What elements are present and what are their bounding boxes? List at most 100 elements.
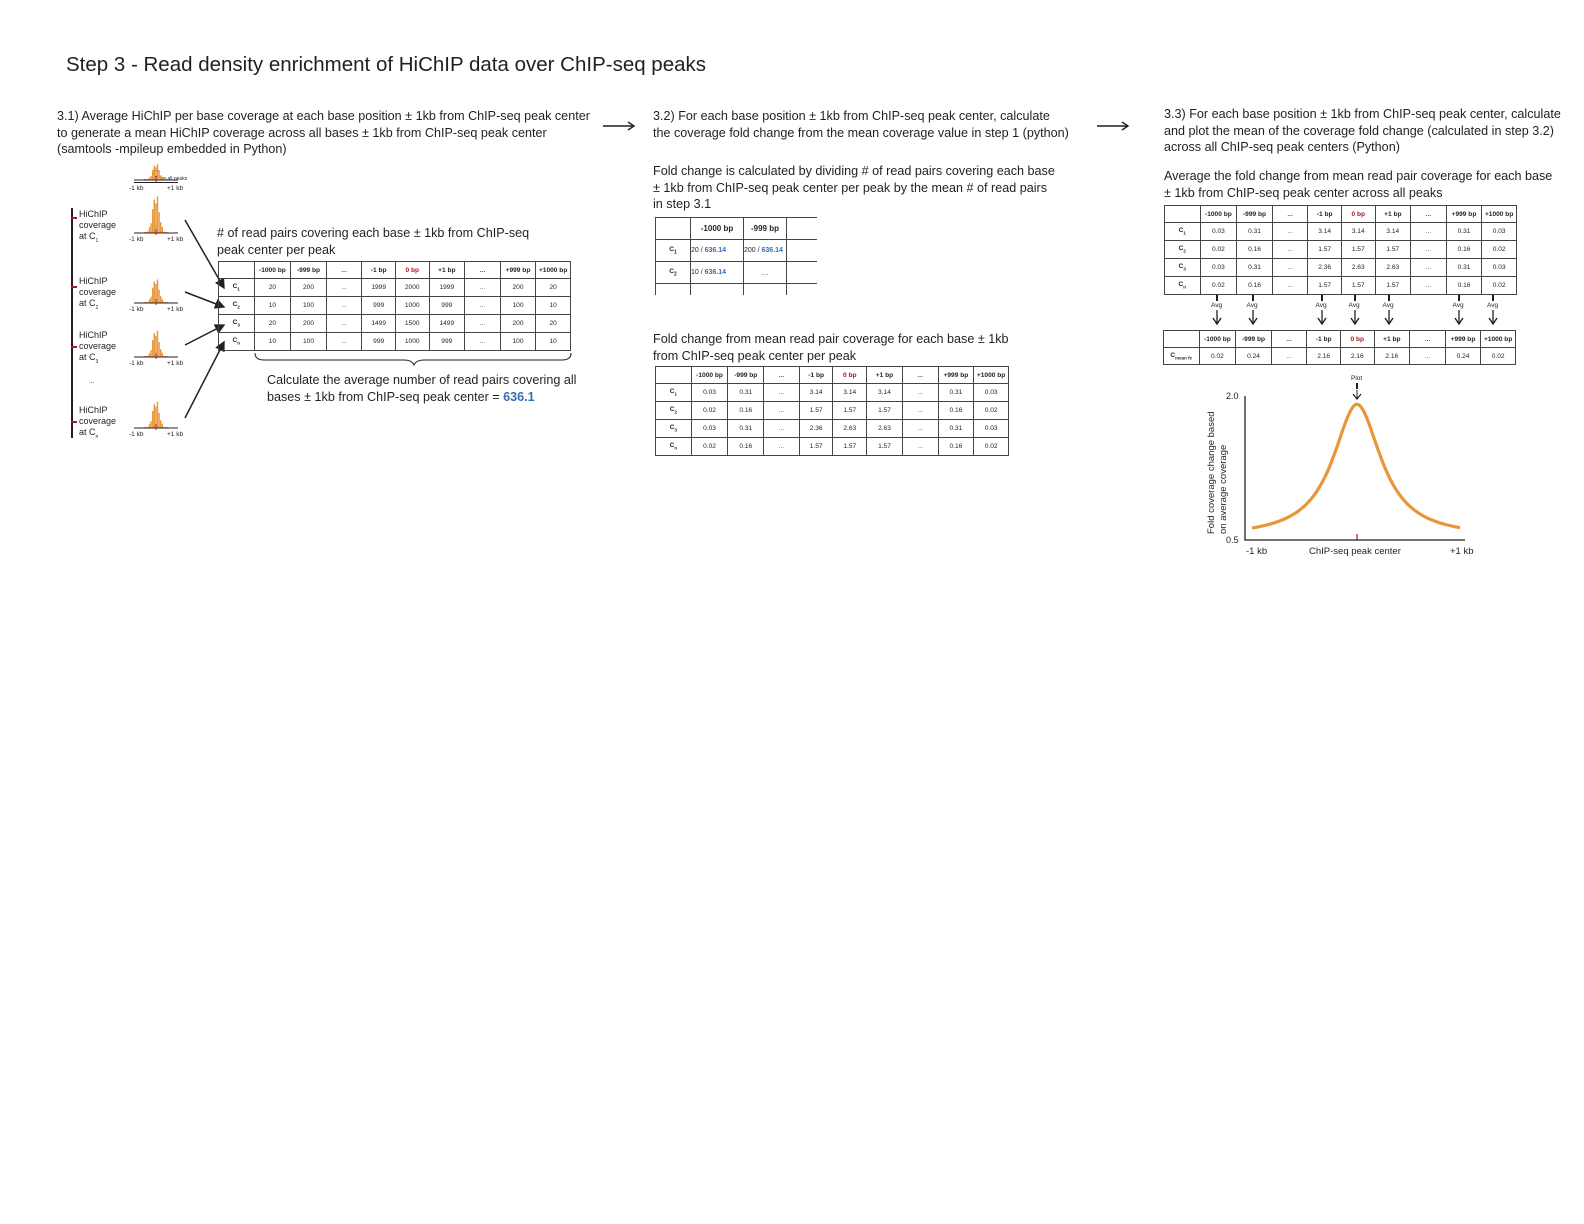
histogram-bar xyxy=(150,175,152,180)
fold-change-cell: 0.02 xyxy=(690,401,729,420)
fold-change-cell: 0.02 xyxy=(973,437,1009,456)
fold-change-cell: 1.57 xyxy=(798,401,834,420)
peak-bracket-line xyxy=(71,208,73,438)
histogram-bar xyxy=(155,203,157,233)
histogram-bar xyxy=(161,352,163,357)
per-peak-cell: 0.16 xyxy=(1445,276,1483,295)
per-peak-cell: ... xyxy=(1271,240,1309,259)
histogram-bar xyxy=(158,212,160,233)
histogram-bar xyxy=(161,299,163,303)
histogram-bar xyxy=(163,355,165,357)
mean-fc-header-1: -1000 bp xyxy=(1198,330,1237,348)
fold-change-cell: ... xyxy=(763,437,800,456)
hist2-axis-left: -1 kb xyxy=(129,306,144,313)
table-brace xyxy=(254,352,572,367)
histogram-bar xyxy=(160,349,162,357)
histogram-bar xyxy=(158,289,160,303)
histogram-bar xyxy=(156,279,159,303)
histogram-bar xyxy=(148,299,151,303)
avg-arrow-icon xyxy=(1349,295,1360,326)
per-peak-cell: 0.02 xyxy=(1481,240,1517,259)
read-pairs-table-caption: # of read pairs covering each base ± 1kb… xyxy=(217,226,530,257)
chart-x-left-label: -1 kb xyxy=(1246,546,1268,557)
read-pairs-cell: 10 xyxy=(535,296,571,315)
histogram-bar xyxy=(152,169,154,180)
read-pairs-cell: 10 xyxy=(253,296,292,315)
per-peak-cell: 1.57 xyxy=(1340,276,1376,295)
hist1-axis-left: -1 kb xyxy=(129,236,144,243)
coverage-histogram xyxy=(134,330,178,359)
hist3-axis-left: -1 kb xyxy=(129,360,144,367)
histogram-bar xyxy=(155,406,157,428)
table-row: Cn 0.02 0.16... 1.57 1.57 1.57... 0.16 0.02 xyxy=(655,437,1009,456)
histogram-bar xyxy=(148,423,151,428)
per-peak-cell: ... xyxy=(1271,222,1309,241)
table-row: C3 0.03 0.31... 2.36 2.63 2.63... 0.31 0.03 xyxy=(1164,258,1517,277)
fold-change-cell: 3.14 xyxy=(798,383,834,402)
table-row: Cmean fc 0.02 0.24... 2.16 2.16 2.16... 0.24 0.… xyxy=(1163,347,1516,365)
histogram-bar xyxy=(148,352,151,357)
fold-change-cell: 1.57 xyxy=(832,437,868,456)
arrow-c3 xyxy=(184,324,226,346)
avg-label: Avg xyxy=(1452,302,1464,309)
per-peak-header-2: -999 bp xyxy=(1236,205,1273,223)
division-header-2: -999 bp xyxy=(743,217,787,240)
histogram-bar xyxy=(152,340,154,357)
histogram-bar xyxy=(160,420,162,428)
fold-change-cell: 1.57 xyxy=(798,437,834,456)
histogram-bar xyxy=(161,227,163,233)
coverage-histogram xyxy=(134,401,178,430)
read-pairs-cell: ... xyxy=(464,278,501,297)
per-peak-header-5: 0 bp xyxy=(1340,205,1376,223)
avg-label: Avg xyxy=(1487,302,1499,309)
division-row-label-c1: C1 xyxy=(655,239,691,262)
fold-change-cell: ... xyxy=(901,419,939,438)
read-pairs-cell: 999 xyxy=(361,296,396,315)
fold-change-cell: 0.31 xyxy=(937,383,975,402)
plot-label: Plot xyxy=(1351,375,1363,382)
fold-change-cell: 0.03 xyxy=(690,383,729,402)
fold-change-cell: ... xyxy=(763,419,800,438)
fold-change-cell: ... xyxy=(763,401,800,420)
read-pairs-row-label: C1 xyxy=(218,278,255,297)
table-row: Cn 0.02 0.16... 1.57 1.57 1.57... 0.16 0.02 xyxy=(1164,276,1517,295)
histogram-bar xyxy=(156,164,159,180)
fold-change-cell: ... xyxy=(901,383,939,402)
read-pairs-cell: 999 xyxy=(428,296,466,315)
read-pairs-cell: 10 xyxy=(535,332,571,351)
division-cell-more-4 xyxy=(786,283,817,295)
read-pairs-cell: 999 xyxy=(428,332,466,351)
histogram-bar xyxy=(158,413,160,428)
read-pairs-header-5: 0 bp xyxy=(394,261,430,279)
histogram-bar xyxy=(160,296,162,303)
avg-arrow-icon xyxy=(1383,295,1394,326)
read-pairs-cell: 1500 xyxy=(394,314,430,333)
histogram-bar xyxy=(160,175,162,180)
per-peak-row-label: Cn xyxy=(1164,276,1201,295)
coverage-histogram xyxy=(134,279,178,305)
bracket-tick-1 xyxy=(71,217,77,219)
fold-change-cell: 2.36 xyxy=(798,419,834,438)
fold-change-row-label: C1 xyxy=(655,383,692,402)
avg-arrow-icon xyxy=(1247,295,1258,326)
per-peak-cell: 1.57 xyxy=(1374,276,1412,295)
mean-fc-header-8: +999 bp xyxy=(1444,330,1482,348)
read-pairs-row-label: C3 xyxy=(218,314,255,333)
per-peak-cell: 0.02 xyxy=(1199,240,1238,259)
histogram-bar xyxy=(153,333,155,357)
per-peak-cell: ... xyxy=(1410,240,1447,259)
fold-change-cell: 0.31 xyxy=(727,383,765,402)
histogram-bar xyxy=(153,165,155,180)
mean-fc-header-3: ... xyxy=(1270,330,1308,348)
per-peak-header-9: +1000 bp xyxy=(1481,205,1517,223)
mean-fc-header-7: ... xyxy=(1409,330,1446,348)
per-peak-header-6: +1 bp xyxy=(1374,205,1412,223)
avg-arrow-icon xyxy=(1316,295,1327,326)
histogram-bar xyxy=(152,411,154,428)
aggregate-axis-right: +1 kb xyxy=(167,185,184,192)
per-peak-cell: 3.14 xyxy=(1374,222,1412,241)
table-row: C2 0.02 0.16... 1.57 1.57 1.57... 0.16 0.02 xyxy=(655,401,1009,420)
chart-y-top-label: 2.0 xyxy=(1226,391,1239,401)
per-peak-corner-cell xyxy=(1164,205,1201,223)
